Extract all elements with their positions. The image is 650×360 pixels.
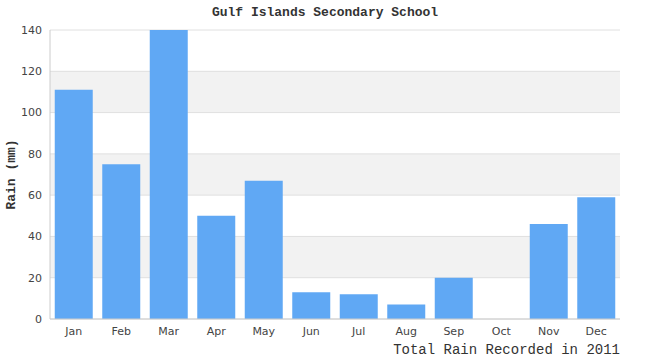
svg-text:80: 80 bbox=[28, 148, 42, 161]
svg-text:20: 20 bbox=[28, 272, 42, 285]
svg-text:Oct: Oct bbox=[492, 325, 512, 338]
svg-text:Feb: Feb bbox=[112, 325, 131, 338]
svg-text:Rain (mm): Rain (mm) bbox=[8, 139, 19, 209]
svg-text:120: 120 bbox=[21, 65, 42, 78]
svg-text:May: May bbox=[252, 325, 275, 338]
svg-text:140: 140 bbox=[21, 24, 42, 37]
svg-text:Sep: Sep bbox=[443, 325, 464, 338]
html-text:Gulf Islands Secondary School: Gulf Islands Secondary School bbox=[211, 5, 439, 20]
svg-text:Apr: Apr bbox=[207, 325, 227, 338]
html-text:Total Rain Recorded in 2011: Total Rain Recorded in 2011 bbox=[393, 342, 620, 358]
svg-text:100: 100 bbox=[21, 106, 42, 119]
svg-text:Aug: Aug bbox=[396, 325, 417, 338]
svg-text:60: 60 bbox=[28, 189, 42, 202]
svg-text:Mar: Mar bbox=[158, 325, 179, 338]
svg-text:Jan: Jan bbox=[64, 325, 82, 338]
svg-text:Jul: Jul bbox=[351, 325, 365, 338]
svg-text:Nov: Nov bbox=[538, 325, 560, 338]
svg-text:40: 40 bbox=[28, 230, 42, 243]
svg-text:0: 0 bbox=[35, 313, 42, 326]
svg-text:Jun: Jun bbox=[302, 325, 320, 338]
svg-text:Dec: Dec bbox=[586, 325, 607, 338]
